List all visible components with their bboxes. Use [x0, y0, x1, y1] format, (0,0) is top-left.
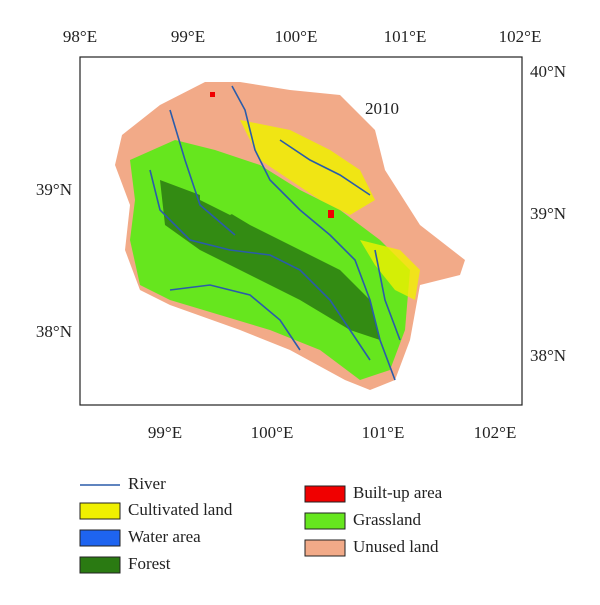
legend-label: Built-up area [353, 483, 443, 502]
legend-label: River [128, 474, 166, 493]
bottom-tick-label: 99°E [148, 423, 182, 442]
right-tick-label: 40°N [530, 62, 566, 81]
legend-swatch [79, 556, 121, 574]
bottom-tick-label: 102°E [474, 423, 517, 442]
legend-swatch [304, 512, 346, 530]
river [374, 249, 401, 341]
cultivated-land [360, 240, 420, 300]
right-tick-label: 39°N [530, 204, 566, 223]
built-up-area [328, 210, 334, 218]
forest [160, 180, 380, 340]
river [231, 85, 396, 381]
bottom-tick-label: 101°E [362, 423, 405, 442]
legend-swatch [304, 485, 346, 503]
built-up-area [210, 92, 215, 97]
legend-label: Cultivated land [128, 500, 233, 519]
cultivated-land [240, 120, 375, 215]
legend-swatch [79, 502, 121, 520]
top-tick-label: 102°E [499, 27, 542, 46]
top-tick-label: 101°E [384, 27, 427, 46]
legend-swatch [79, 529, 121, 547]
river [279, 139, 371, 196]
top-tick-label: 99°E [171, 27, 205, 46]
left-tick-label: 39°N [36, 180, 72, 199]
legend-label: Water area [128, 527, 201, 546]
top-tick-label: 98°E [63, 27, 97, 46]
legend-swatch [304, 539, 346, 557]
top-tick-label: 100°E [275, 27, 318, 46]
rivers [149, 85, 401, 381]
map-land [115, 82, 465, 390]
river [169, 284, 301, 351]
grassland [200, 160, 260, 215]
legend-label: Grassland [353, 510, 421, 529]
legend-label: Unused land [353, 537, 439, 556]
left-tick-label: 38°N [36, 322, 72, 341]
bottom-tick-label: 100°E [251, 423, 294, 442]
river [149, 169, 371, 361]
right-tick-label: 38°N [530, 346, 566, 365]
legend-label: Forest [128, 554, 171, 573]
map-year: 2010 [365, 99, 399, 118]
river [169, 109, 236, 236]
